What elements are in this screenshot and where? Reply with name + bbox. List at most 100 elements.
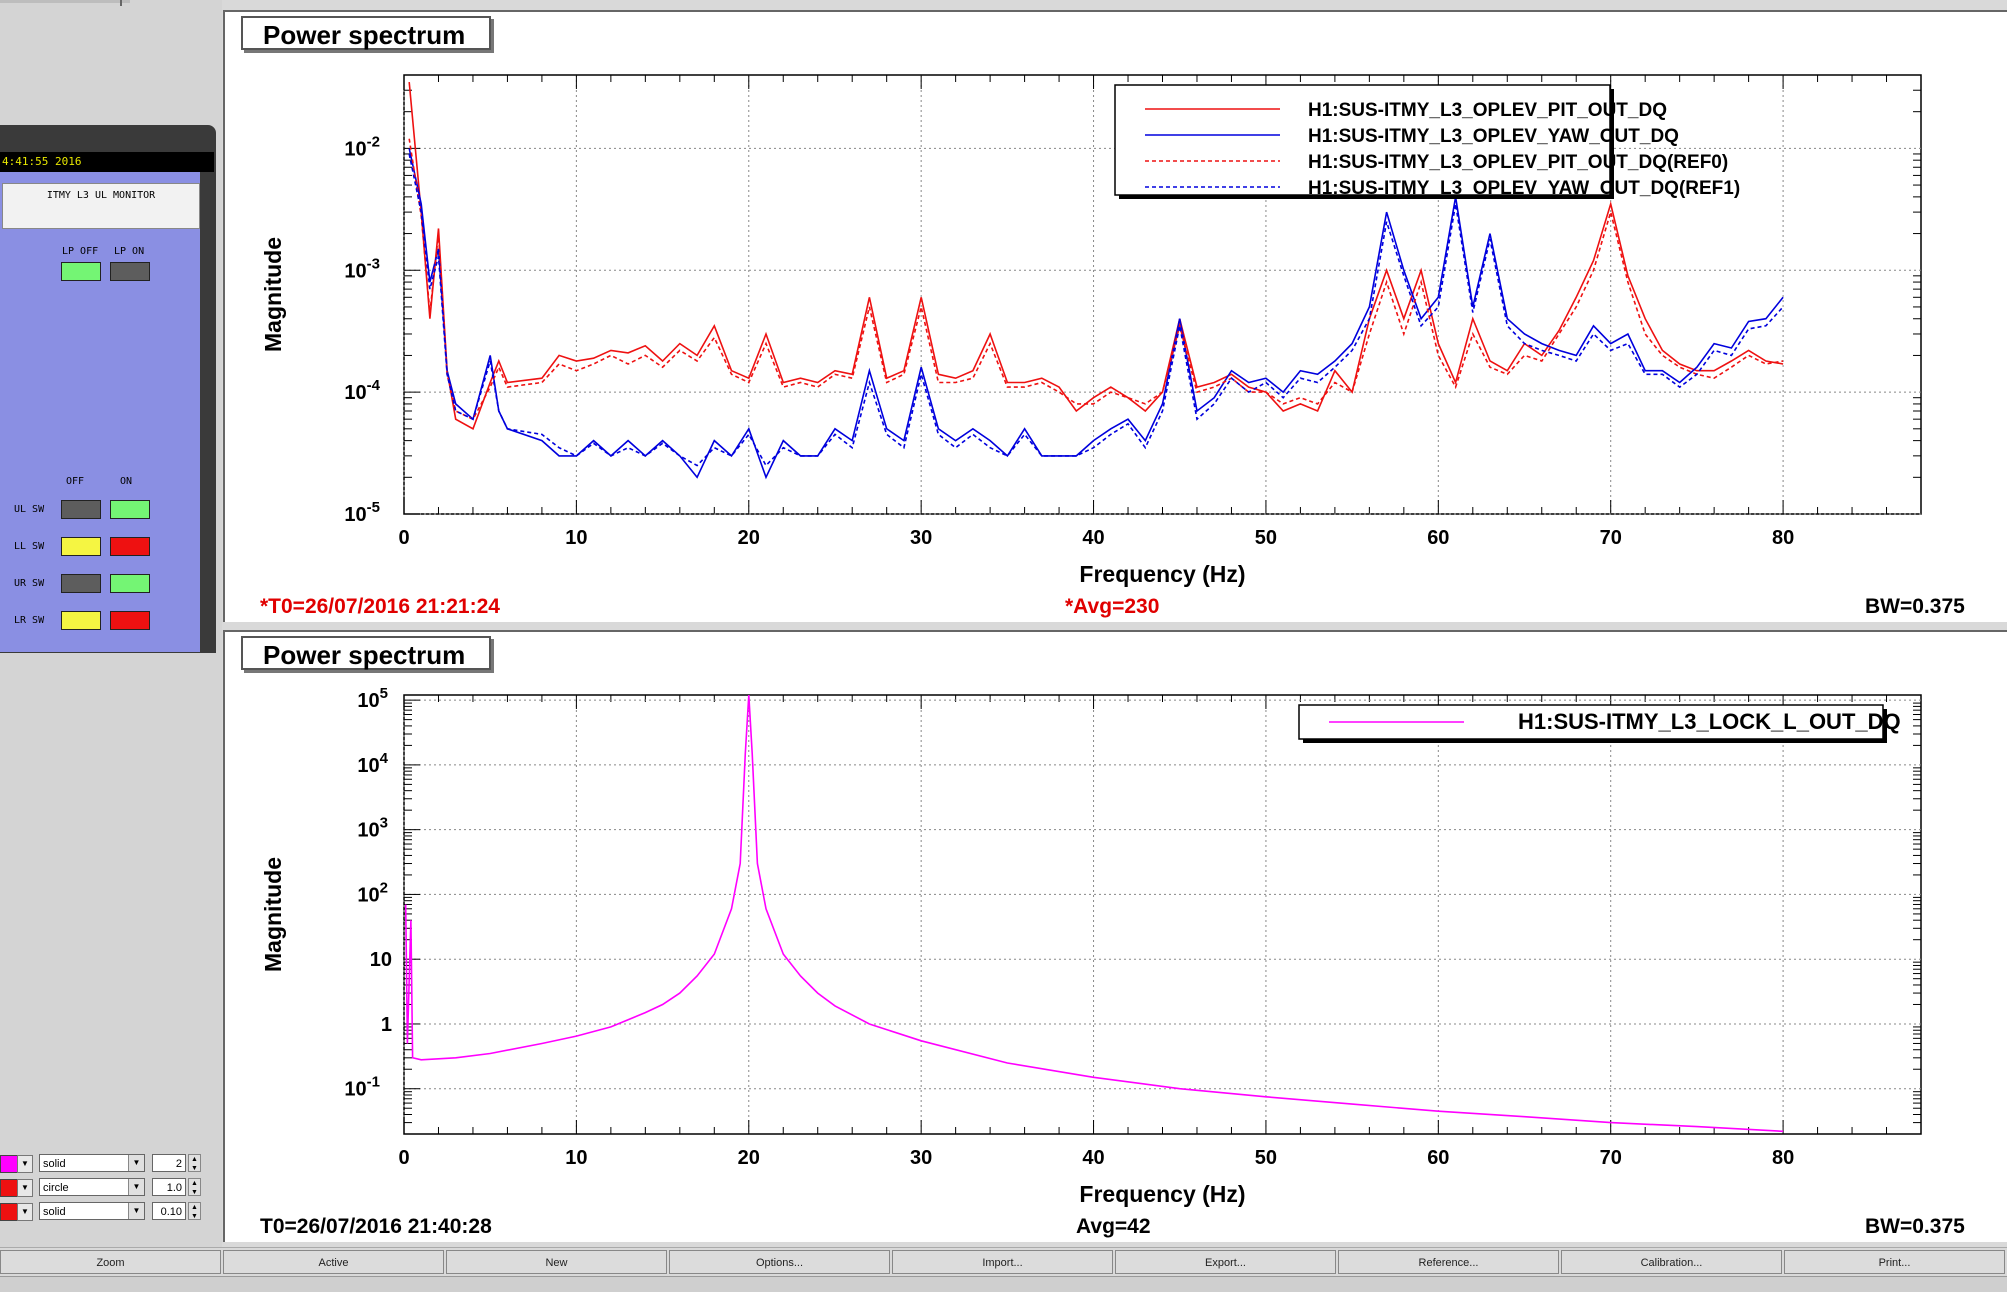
switch-off-button[interactable] [61, 537, 101, 556]
zoom-button[interactable]: Zoom [0, 1250, 221, 1274]
chevron-down-icon[interactable]: ▼ [128, 1155, 144, 1171]
y-tick-base: 10 [344, 1079, 366, 1101]
y-tick-label: 10-3 [344, 255, 380, 282]
bw-readout: BW=0.375 [1865, 1215, 1965, 1238]
y-tick-base: 1 [381, 1014, 392, 1036]
line-style-row: ▼ solid ▼ 2 ▲ ▼ [0, 1153, 205, 1173]
switch-label: LL SW [14, 541, 45, 552]
switch-on-button[interactable] [110, 611, 150, 630]
x-tick-label: 0 [398, 527, 409, 549]
calibration-button[interactable]: Calibration... [1561, 1250, 1782, 1274]
y-tick-exponent: 2 [380, 879, 388, 896]
line-style-value: circle [43, 1182, 69, 1194]
line-width-input[interactable]: 0.10 [152, 1202, 186, 1220]
switch-off-button[interactable] [61, 611, 101, 630]
bottom-strip [0, 1276, 2007, 1292]
x-axis-label: Frequency (Hz) [1079, 1181, 1245, 1207]
x-tick-label: 60 [1427, 1147, 1449, 1169]
left-top-divider [0, 0, 130, 6]
plot-title: Power spectrum [241, 636, 491, 670]
line-style-select[interactable]: circle ▼ [39, 1178, 145, 1196]
x-axis-label: Frequency (Hz) [1079, 561, 1245, 587]
chevron-down-icon[interactable]: ▼ [17, 1155, 33, 1173]
spinner-icon[interactable]: ▲ ▼ [188, 1202, 201, 1220]
y-tick-base: 10 [357, 884, 379, 906]
chevron-down-icon[interactable]: ▼ [128, 1203, 144, 1219]
color-swatch[interactable] [0, 1203, 18, 1221]
series-line-0 [404, 695, 1784, 1133]
legend-entry: H1:SUS-ITMY_L3_LOCK_L_OUT_DQ [1518, 709, 1901, 734]
y-tick-label: 105 [357, 685, 388, 712]
y-tick-exponent: -2 [367, 133, 380, 150]
x-tick-label: 40 [1082, 527, 1104, 549]
monitor-time-readout: 4:41:55 2016 [0, 152, 214, 172]
series-line-3 [408, 153, 1784, 467]
y-tick-label: 104 [357, 750, 388, 777]
y-tick-exponent: 3 [380, 815, 388, 832]
power-spectrum-chart-1[interactable]: 0 10 20 30 40 50 60 70 8010-510-410-310-2Frequen… [225, 12, 2007, 622]
y-tick-base: 10 [344, 138, 366, 160]
y-tick-label: 10-4 [344, 377, 380, 404]
switch-on-button[interactable] [110, 574, 150, 593]
x-tick-label: 10 [565, 1147, 587, 1169]
legend-box [1114, 84, 1611, 196]
y-tick-base: 10 [357, 820, 379, 842]
switch-label: LR SW [14, 615, 45, 626]
plot-pane-2[interactable]: Power spectrum 0 10 20 30 40 50 60 70 80 10-1 1 10 1… [223, 630, 2007, 1242]
line-style-row: ▼ solid ▼ 0.10 ▲ ▼ [0, 1201, 205, 1221]
x-tick-label: 80 [1772, 527, 1794, 549]
y-tick-label: 10-2 [344, 133, 380, 160]
y-tick-base: 10 [357, 690, 379, 712]
on-column-label: ON [120, 476, 133, 487]
switch-on-button[interactable] [110, 500, 150, 519]
legend-entry: H1:SUS-ITMY_L3_OPLEV_PIT_OUT_DQ(REF0) [1308, 152, 1728, 173]
spinner-icon[interactable]: ▲ ▼ [188, 1154, 201, 1172]
new-button[interactable]: New [446, 1250, 667, 1274]
switch-off-button[interactable] [61, 500, 101, 519]
line-width-input[interactable]: 2 [152, 1154, 186, 1172]
chevron-down-icon[interactable]: ▼ [17, 1179, 33, 1197]
color-swatch[interactable] [0, 1179, 18, 1197]
switch-off-button[interactable] [61, 574, 101, 593]
import-button[interactable]: Import... [892, 1250, 1113, 1274]
x-tick-label: 50 [1255, 527, 1277, 549]
switch-on-button[interactable] [110, 537, 150, 556]
line-width-input[interactable]: 1.0 [152, 1178, 186, 1196]
line-style-select[interactable]: solid ▼ [39, 1154, 145, 1172]
chevron-down-icon[interactable]: ▼ [17, 1203, 33, 1221]
y-tick-label: 103 [357, 815, 388, 842]
active-button[interactable]: Active [223, 1250, 444, 1274]
y-tick-base: 10 [370, 949, 392, 971]
line-style-value: solid [43, 1206, 66, 1218]
y-axis-label: Magnitude [260, 857, 286, 972]
spinner-icon[interactable]: ▲ ▼ [188, 1178, 201, 1196]
off-column-label: OFF [66, 476, 85, 487]
options-button[interactable]: Options... [669, 1250, 890, 1274]
button-bar: Zoom Active New Options... Import... Export..… [0, 1247, 2007, 1276]
plot-pane-1[interactable]: Power spectrum 0 10 20 30 40 50 60 70 80 10-5 10-4… [223, 10, 2007, 622]
x-tick-label: 60 [1427, 527, 1449, 549]
export-button[interactable]: Export... [1115, 1250, 1336, 1274]
x-tick-label: 30 [910, 1147, 932, 1169]
y-tick-exponent: 5 [380, 685, 388, 702]
line-style-select[interactable]: solid ▼ [39, 1202, 145, 1220]
switch-label: UR SW [14, 578, 45, 589]
print-button[interactable]: Print... [1784, 1250, 2005, 1274]
y-tick-label: 10 [370, 949, 392, 971]
chevron-down-icon[interactable]: ▼ [128, 1179, 144, 1195]
lp-off-button[interactable] [61, 262, 101, 281]
monitor-body [0, 172, 200, 652]
legend-entry: H1:SUS-ITMY_L3_OPLEV_PIT_OUT_DQ [1308, 100, 1667, 121]
lp-off-label: LP OFF [62, 246, 99, 257]
color-swatch[interactable] [0, 1155, 18, 1173]
x-tick-label: 40 [1082, 1147, 1104, 1169]
y-tick-base: 10 [344, 260, 366, 282]
reference-button[interactable]: Reference... [1338, 1250, 1559, 1274]
lp-on-button[interactable] [110, 262, 150, 281]
bw-readout: BW=0.375 [1865, 595, 1965, 618]
power-spectrum-chart-2[interactable]: 0 10 20 30 40 50 60 70 8010-1110102103104105Freq… [225, 632, 2007, 1242]
x-tick-label: 20 [738, 1147, 760, 1169]
left-control-panel: 4:41:55 2016 ITMY L3 UL MONITOR LP OFF L… [0, 0, 222, 1250]
line-style-row: ▼ circle ▼ 1.0 ▲ ▼ [0, 1177, 205, 1197]
x-tick-label: 30 [910, 527, 932, 549]
